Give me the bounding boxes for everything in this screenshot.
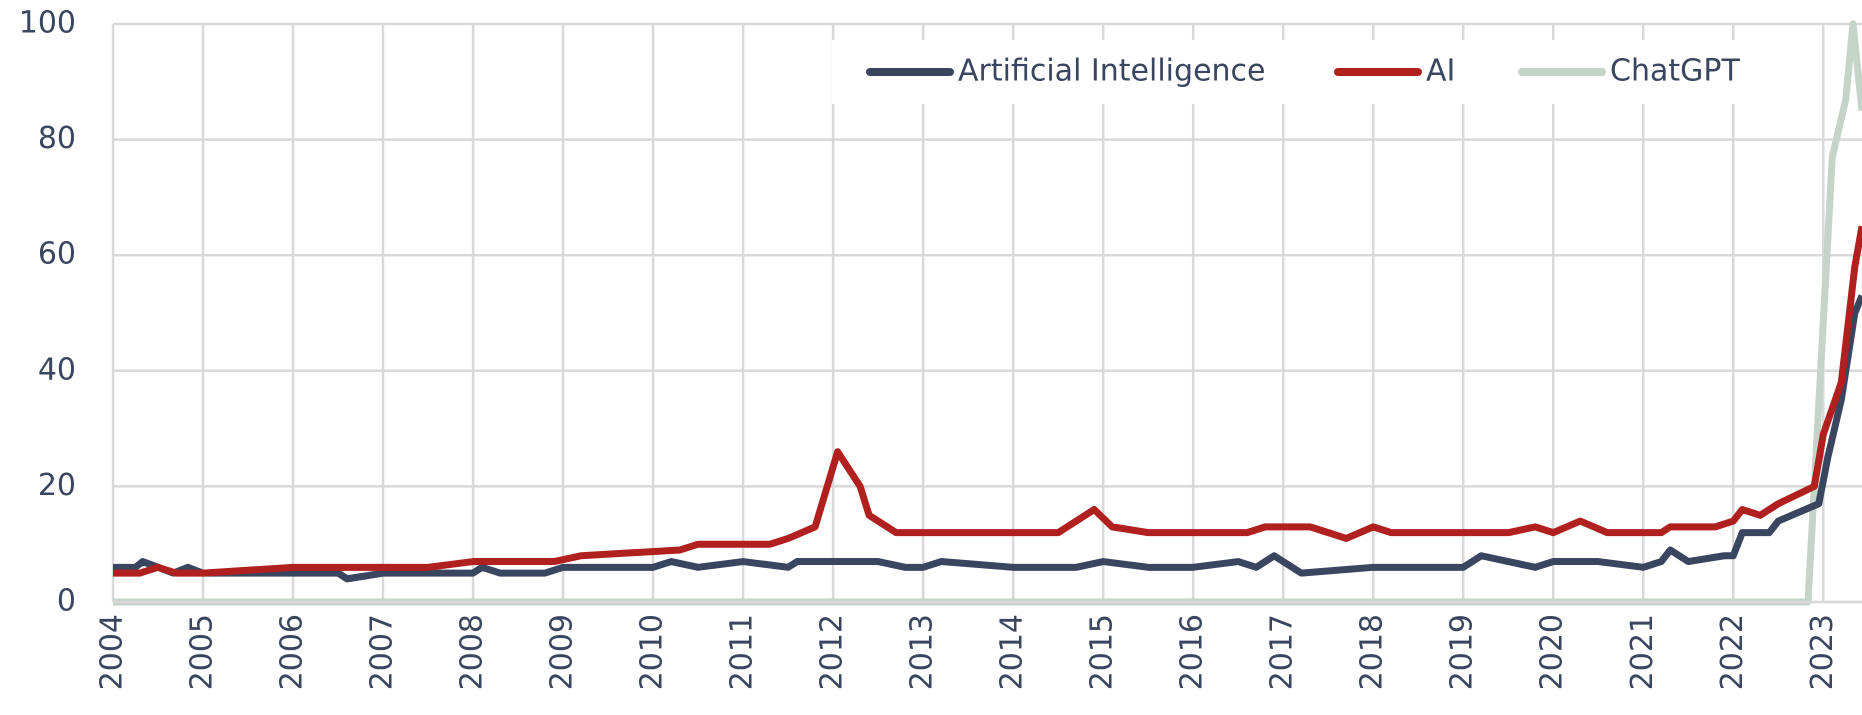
y-tick-label: 80 [38,121,76,156]
x-tick-label: 2017 [1265,614,1300,690]
legend-background [832,40,1772,104]
x-tick-label: 2008 [455,614,490,690]
y-tick-label: 40 [38,352,76,387]
y-tick-label: 0 [57,584,76,619]
y-tick-label: 100 [19,6,76,41]
x-tick-label: 2006 [275,614,310,690]
x-tick-label: 2016 [1175,614,1210,690]
x-tick-label: 2018 [1355,614,1390,690]
series-line [113,20,1862,606]
legend: Artificial Intelligence AI ChatGPT [832,40,1772,104]
y-tick-label: 20 [38,468,76,503]
legend-label: AI [1426,54,1455,89]
series-line [113,225,1862,577]
x-tick-label: 2020 [1535,614,1570,690]
series-line [113,294,1862,583]
x-tick-label: 2013 [905,614,940,690]
x-tick-label: 2009 [545,614,580,690]
x-tick-label: 2004 [95,614,130,690]
y-tick-label: 60 [38,237,76,272]
x-tick-label: 2011 [725,614,760,690]
x-tick-label: 2012 [815,614,850,690]
x-tick-label: 2019 [1445,614,1480,690]
x-tick-label: 2023 [1805,614,1840,690]
legend-label: Artificial Intelligence [958,54,1266,89]
x-tick-label: 2010 [635,614,670,690]
x-tick-label: 2005 [185,614,220,690]
legend-label: ChatGPT [1610,54,1740,89]
x-tick-label: 2014 [995,614,1030,690]
x-tick-label: 2021 [1625,614,1660,690]
x-tick-label: 2015 [1085,614,1120,690]
x-tick-label: 2007 [365,614,400,690]
x-tick-label: 2022 [1715,614,1750,690]
